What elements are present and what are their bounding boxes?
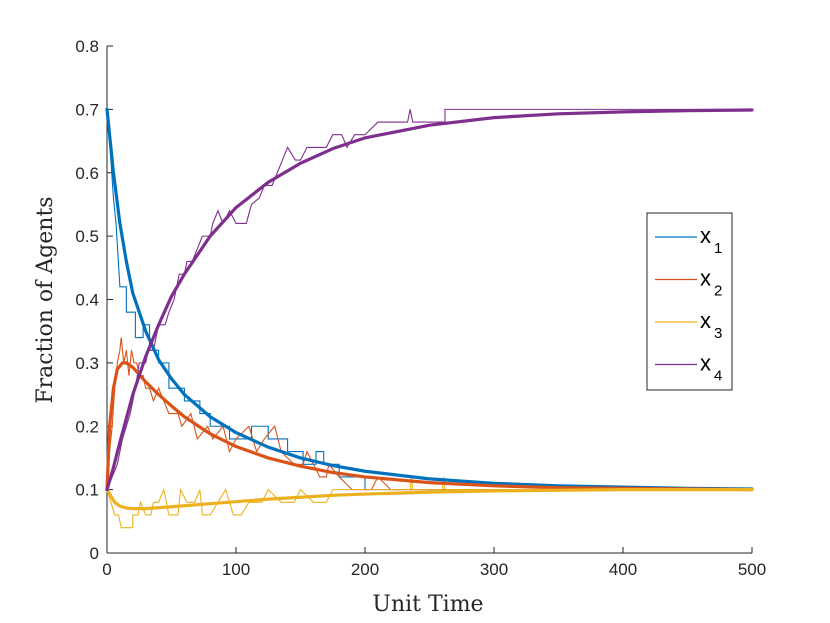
- legend-label-1: x: [700, 223, 711, 248]
- series-2-noisy-line: [106, 337, 752, 491]
- x-tick-label: 0: [102, 560, 111, 579]
- x-tick-label: 500: [738, 560, 766, 579]
- x-tick-label: 100: [222, 560, 250, 579]
- x-tick-label: 200: [351, 560, 379, 579]
- legend-label-4: x: [700, 351, 711, 376]
- plot-lines: [105, 107, 754, 529]
- axes: 0 100 200 300 400 500 0 0.1 0.2 0.3 0.4 0.5 0.6 0.7 0.…: [75, 37, 766, 579]
- y-tick-label: 0.8: [75, 37, 99, 56]
- legend-label-2: x: [700, 266, 711, 291]
- x-axis-title: Unit Time: [372, 592, 483, 617]
- y-tick-label: 0.7: [75, 100, 99, 119]
- series-2-smooth-line: [105, 361, 754, 492]
- y-tick-label: 0.4: [75, 291, 99, 310]
- legend-label-2-subscript: 2: [714, 283, 722, 300]
- x-tick-label: 300: [480, 560, 508, 579]
- y-tick-label: 0.3: [75, 354, 99, 373]
- series-4-smooth-line: [105, 108, 754, 492]
- y-tick-label: 0.6: [75, 164, 99, 183]
- legend-label-3-subscript: 3: [714, 325, 722, 342]
- y-tick-label: 0: [90, 544, 99, 563]
- y-tick-label: 0.2: [75, 417, 99, 436]
- y-tick-label: 0.1: [75, 481, 99, 500]
- x-tick-label: 400: [609, 560, 637, 579]
- legend-label-1-subscript: 1: [714, 240, 722, 257]
- series-1-smooth-line: [105, 107, 754, 491]
- series-3-noisy-line: [106, 476, 752, 529]
- y-axis-title: Fraction of Agents: [33, 196, 58, 403]
- legend-label-4-subscript: 4: [714, 368, 722, 385]
- legend-box: [646, 212, 733, 391]
- y-tick-label: 0.5: [75, 227, 99, 246]
- legend-label-3: x: [700, 308, 711, 333]
- series-3-smooth-line: [105, 488, 754, 511]
